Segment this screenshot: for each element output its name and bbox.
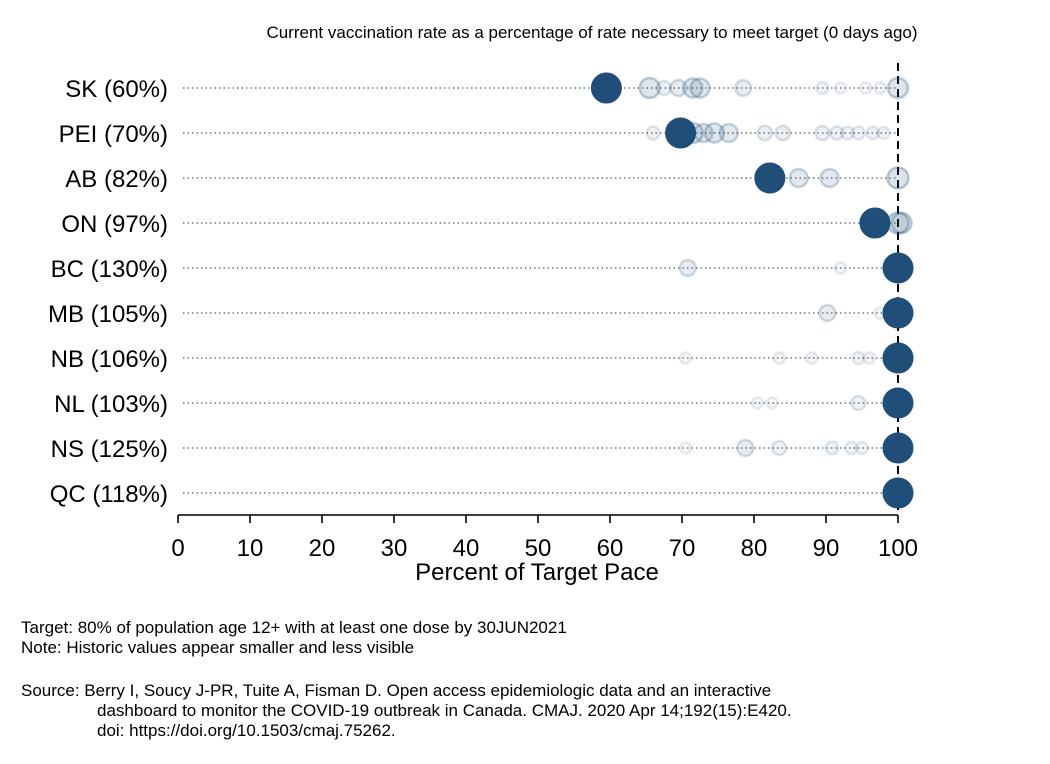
historic-point-sk-3	[682, 77, 704, 99]
historic-point-ns-2	[770, 439, 788, 457]
chart-title: Current vaccination rate as a percentage…	[266, 23, 917, 42]
category-label-ab: AB (82%)	[65, 166, 168, 193]
historic-point-ab-0	[788, 167, 809, 189]
historic-point-bc-0	[678, 258, 698, 278]
historic-point-ab-2	[886, 166, 910, 190]
category-label-on: ON (97%)	[61, 211, 168, 238]
x-tick-label-0: 0	[171, 535, 184, 562]
current-point-sk	[590, 72, 622, 104]
historic-point-mb-0	[818, 303, 837, 323]
x-tick-label-70: 70	[669, 535, 696, 562]
historic-point-sk-0	[638, 76, 661, 100]
x-tick-label-50: 50	[525, 535, 552, 562]
category-label-sk: SK (60%)	[65, 76, 168, 103]
current-point-nl	[882, 387, 914, 419]
category-label-mb: MB (105%)	[48, 301, 168, 328]
historic-point-sk-9	[873, 81, 887, 95]
historic-point-pei-6	[774, 124, 792, 142]
x-axis: 0 10 20 30 40 50 60 70 80 90 100	[171, 514, 918, 562]
source-line-3: doi: https://doi.org/10.1503/cmaj.75262.	[97, 721, 396, 740]
x-tick-label-80: 80	[741, 535, 768, 562]
category-label-qc: QC (118%)	[50, 481, 168, 508]
historic-point-sk-4	[689, 77, 711, 99]
current-point-ns	[882, 432, 914, 464]
historic-point-pei-7	[814, 124, 831, 142]
historic-point-ns-0	[678, 441, 693, 455]
current-point-qc	[882, 477, 914, 509]
historic-point-pei-10	[850, 125, 866, 141]
historic-point-nb-1	[772, 351, 787, 365]
historic-point-sk-10	[886, 76, 910, 100]
current-point-mb	[882, 297, 914, 329]
category-label-bc: BC (130%)	[51, 256, 168, 283]
x-tick-label-40: 40	[453, 535, 480, 562]
historic-point-pei-12	[876, 125, 891, 141]
historic-point-nb-4	[862, 351, 877, 365]
historic-point-pei-0	[645, 125, 661, 141]
historic-point-nb-2	[804, 351, 819, 365]
category-label-ns: NS (125%)	[51, 436, 168, 463]
x-tick-label-60: 60	[597, 535, 624, 562]
historic-points	[638, 76, 913, 458]
current-points	[590, 72, 914, 509]
row-guides	[183, 87, 896, 494]
historic-point-pei-9	[840, 125, 856, 141]
category-label-nl: NL (103%)	[54, 391, 168, 418]
historic-point-pei-8	[829, 125, 845, 141]
historic-point-sk-7	[833, 81, 848, 95]
current-point-on	[859, 207, 891, 239]
source-line-1: Source: Berry I, Soucy J-PR, Tuite A, Fi…	[21, 681, 772, 700]
category-label-pei: PEI (70%)	[59, 121, 168, 148]
historic-point-sk-2	[669, 78, 688, 98]
historic-point-nb-0	[678, 351, 693, 365]
x-tick-label-20: 20	[309, 535, 336, 562]
historic-point-bc-1	[833, 261, 848, 275]
x-tick-label-100: 100	[878, 535, 918, 562]
current-point-bc	[882, 252, 914, 284]
historic-note: Note: Historic values appear smaller and…	[21, 638, 415, 657]
x-tick-label-90: 90	[813, 535, 840, 562]
historic-point-ab-1	[819, 167, 840, 189]
historic-point-ns-3	[824, 440, 840, 456]
historic-point-ns-4	[843, 440, 859, 456]
current-point-pei	[665, 117, 697, 149]
current-point-nb	[882, 342, 914, 374]
x-tick-label-30: 30	[381, 535, 408, 562]
historic-point-pei-5	[756, 124, 774, 142]
historic-point-nl-1	[765, 396, 779, 410]
historic-point-nb-3	[851, 350, 866, 366]
category-label-nb: NB (106%)	[51, 346, 168, 373]
historic-point-ns-1	[736, 438, 755, 458]
historic-point-sk-6	[815, 80, 830, 96]
source-line-2: dashboard to monitor the COVID-19 outbre…	[97, 701, 792, 720]
historic-point-pei-3	[703, 122, 726, 144]
category-labels: SK (60%) PEI (70%) AB (82%) ON (97%) BC (130…	[48, 76, 168, 508]
historic-point-sk-1	[655, 79, 673, 97]
current-point-ab	[754, 162, 786, 194]
historic-point-pei-11	[865, 125, 881, 141]
x-axis-title: Percent of Target Pace	[415, 559, 659, 586]
historic-point-pei-4	[718, 122, 740, 144]
x-tick-label-10: 10	[237, 535, 264, 562]
historic-point-ns-5	[854, 440, 870, 456]
historic-point-nl-0	[750, 396, 765, 410]
historic-point-on-1	[890, 211, 913, 235]
target-note: Target: 80% of population age 12+ with a…	[21, 618, 567, 637]
historic-point-sk-8	[858, 81, 873, 95]
historic-point-nl-2	[850, 394, 867, 412]
x-axis-ticks: 0 10 20 30 40 50 60 70 80 90 100	[171, 515, 918, 562]
historic-point-sk-5	[734, 78, 753, 98]
